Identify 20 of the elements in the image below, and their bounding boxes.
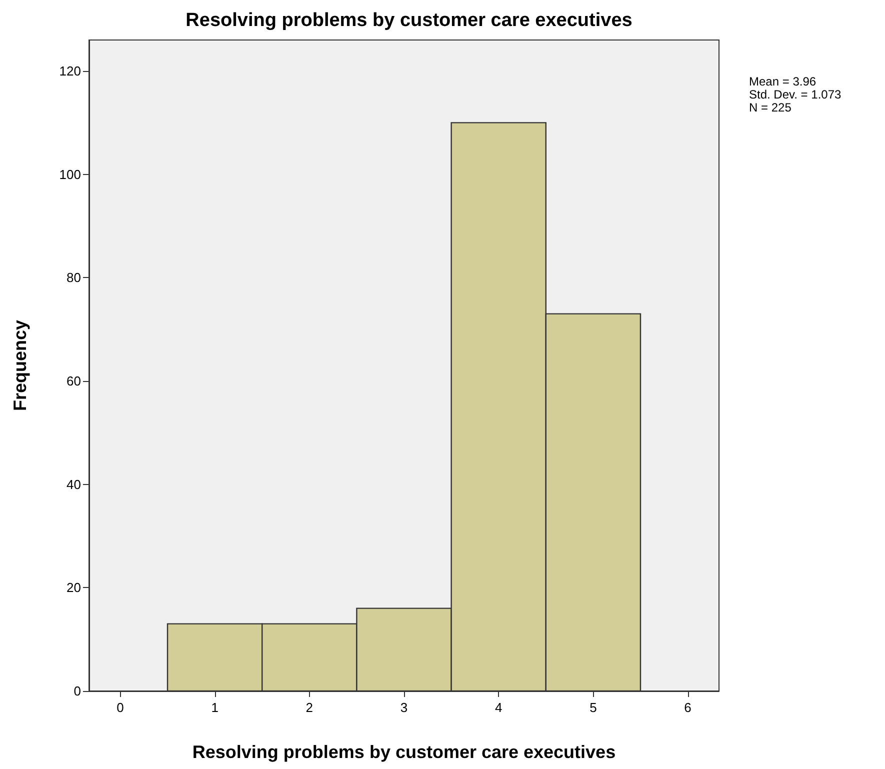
text: N = 225: [749, 100, 792, 114]
x-tick-label: 0: [116, 700, 124, 715]
y-axis-title: Frequency: [10, 320, 30, 412]
x-axis-title: Resolving problems by customer care executives: [192, 742, 616, 762]
text: Std. Dev. = 1.073: [749, 88, 842, 102]
x-tick-label: 4: [494, 700, 502, 715]
y-tick-label: 0: [74, 684, 81, 698]
y-tick-label: 40: [66, 476, 81, 492]
x-tick-label: 6: [684, 700, 692, 715]
x-tick-label: 2: [306, 700, 314, 715]
y-tick-label: 80: [66, 270, 81, 286]
y-tick-label: 120: [59, 64, 81, 78]
y-tick-label: 20: [66, 580, 81, 596]
text: Mean = 3.96: [749, 74, 816, 88]
y-tick-label: 100: [59, 166, 81, 182]
x-tick-label: 3: [400, 700, 408, 715]
chart-title: Resolving problems by customer care executives: [186, 10, 632, 31]
x-tick-label: 1: [211, 700, 218, 715]
y-tick-label: 60: [66, 374, 81, 388]
x-tick-label: 5: [590, 700, 597, 715]
